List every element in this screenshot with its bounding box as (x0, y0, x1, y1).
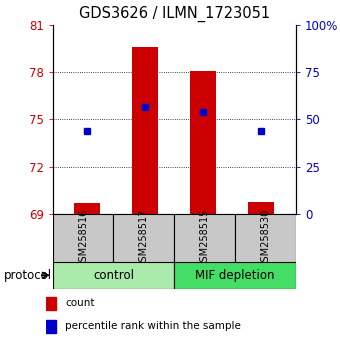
Bar (174, 214, 235, 262)
Text: count: count (65, 298, 95, 308)
Title: GDS3626 / ILMN_1723051: GDS3626 / ILMN_1723051 (79, 6, 270, 22)
Bar (114, 214, 174, 262)
Text: protocol: protocol (3, 269, 52, 282)
Bar (46, 297, 56, 309)
Text: GSM258515: GSM258515 (200, 209, 210, 268)
Text: GSM258517: GSM258517 (139, 209, 149, 268)
Bar (174, 262, 296, 289)
Text: percentile rank within the sample: percentile rank within the sample (65, 321, 241, 331)
Bar (235, 214, 296, 262)
Bar (46, 320, 56, 332)
Bar (74, 203, 100, 214)
Text: control: control (93, 269, 134, 282)
Bar (132, 47, 158, 214)
Bar (190, 70, 216, 214)
Bar (53, 262, 174, 289)
Text: MIF depletion: MIF depletion (195, 269, 275, 282)
Bar (53, 214, 114, 262)
Text: GSM258516: GSM258516 (78, 209, 88, 268)
Text: GSM258530: GSM258530 (260, 209, 270, 268)
Bar (248, 201, 274, 214)
